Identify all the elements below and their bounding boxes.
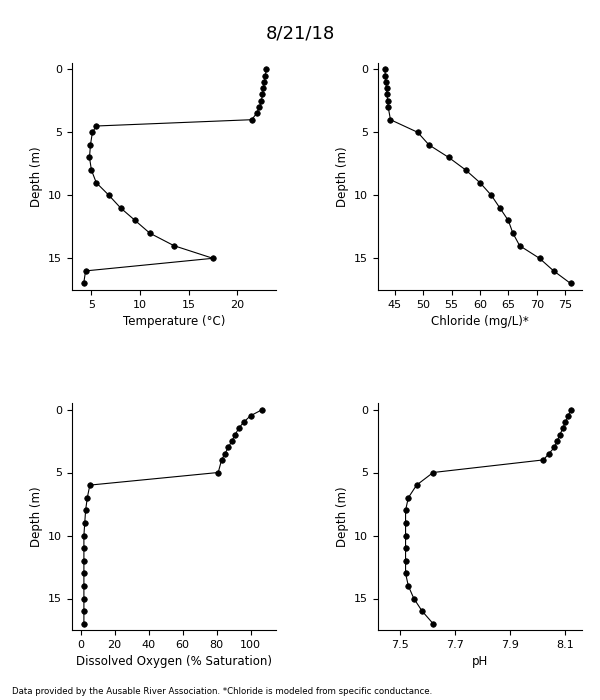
Y-axis label: Depth (m): Depth (m) [30,486,43,547]
Text: 8/21/18: 8/21/18 [265,25,335,43]
Y-axis label: Depth (m): Depth (m) [336,146,349,206]
X-axis label: pH: pH [472,655,488,668]
Text: Data provided by the Ausable River Association. *Chloride is modeled from specif: Data provided by the Ausable River Assoc… [12,687,432,696]
X-axis label: Temperature (°C): Temperature (°C) [123,315,225,328]
Y-axis label: Depth (m): Depth (m) [30,146,43,206]
Y-axis label: Depth (m): Depth (m) [336,486,349,547]
X-axis label: Chloride (mg/L)*: Chloride (mg/L)* [431,315,529,328]
X-axis label: Dissolved Oxygen (% Saturation): Dissolved Oxygen (% Saturation) [76,655,272,668]
